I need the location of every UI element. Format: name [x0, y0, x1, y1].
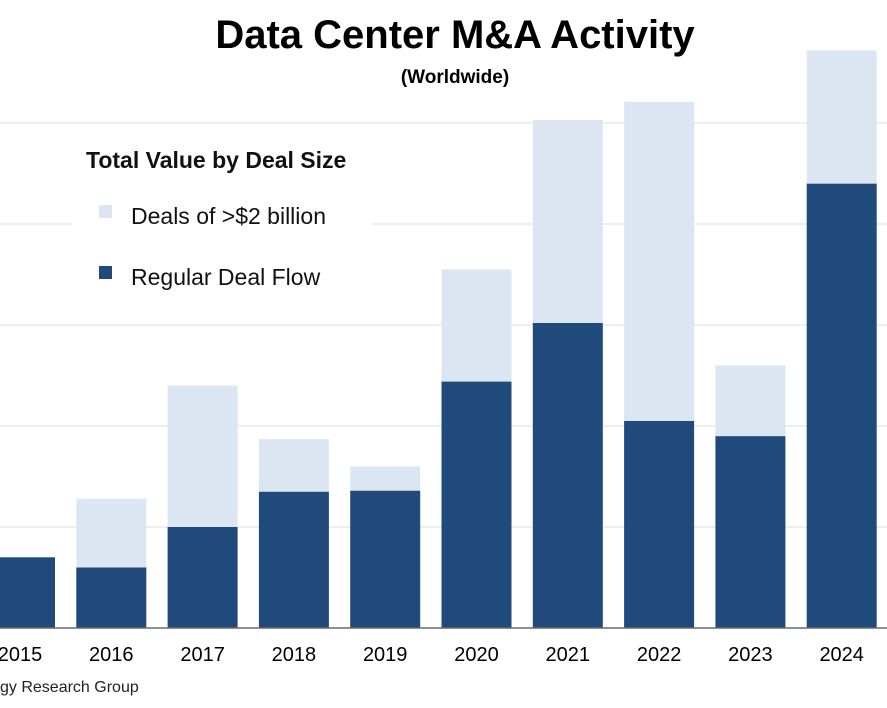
x-tick-label-2020: 2020: [454, 644, 499, 666]
x-tick-label-2021: 2021: [546, 644, 591, 666]
x-tick-label-2023: 2023: [728, 644, 773, 666]
x-tick-label-2017: 2017: [180, 644, 225, 666]
x-tick-label-2024: 2024: [819, 644, 864, 666]
bar-2018-regular-deal-flow: [258, 491, 329, 628]
x-tick-label-2019: 2019: [363, 644, 408, 666]
legend-swatch-regular-deal-flow: [99, 266, 112, 279]
legend-title: Total Value by Deal Size: [86, 147, 346, 173]
bar-2017-regular-deal-flow: [167, 527, 238, 628]
bar-2023-deals-of-2-billion: [715, 365, 786, 437]
bars: [0, 50, 877, 628]
bar-2020-deals-of-2-billion: [441, 269, 512, 382]
x-tick-label-2018: 2018: [272, 644, 317, 666]
legend-label-regular-deal-flow: Regular Deal Flow: [131, 264, 321, 290]
bar-2019-deals-of-2-billion: [350, 466, 421, 491]
x-tick-labels: 2015 2016 2017 2018 2019 2020 2021 2022 2023 2024: [0, 644, 864, 666]
source-note: gy Research Group: [0, 679, 139, 696]
bar-2023-regular-deal-flow: [715, 436, 786, 628]
legend: Total Value by Deal Size Deals of >$2 bi…: [72, 140, 372, 298]
bar-2016-regular-deal-flow: [76, 567, 147, 628]
bar-2021-regular-deal-flow: [532, 322, 603, 628]
bar-2022-regular-deal-flow: [624, 420, 695, 628]
bar-2017-deals-of-2-billion: [167, 385, 238, 527]
bar-2020-regular-deal-flow: [441, 381, 512, 628]
x-tick-label-2015: 2015: [0, 644, 42, 666]
x-tick-label-2016: 2016: [89, 644, 134, 666]
chart-subtitle: (Worldwide): [401, 67, 509, 88]
chart-title: Data Center M&A Activity: [215, 13, 695, 57]
legend-background: [72, 140, 372, 298]
legend-swatch-deals-of-2-billion: [99, 205, 112, 218]
bar-2024-deals-of-2-billion: [806, 50, 877, 184]
bar-2019-regular-deal-flow: [350, 490, 421, 628]
bar-2016-deals-of-2-billion: [76, 498, 147, 568]
x-tick-label-2022: 2022: [637, 644, 682, 666]
bar-2021-deals-of-2-billion: [532, 119, 603, 323]
bar-2022-deals-of-2-billion: [624, 101, 695, 421]
bar-2015-regular-deal-flow: [0, 557, 55, 628]
bar-2024-regular-deal-flow: [806, 183, 877, 628]
legend-label-deals-of-2-billion: Deals of >$2 billion: [131, 203, 326, 229]
bar-2018-deals-of-2-billion: [258, 439, 329, 492]
